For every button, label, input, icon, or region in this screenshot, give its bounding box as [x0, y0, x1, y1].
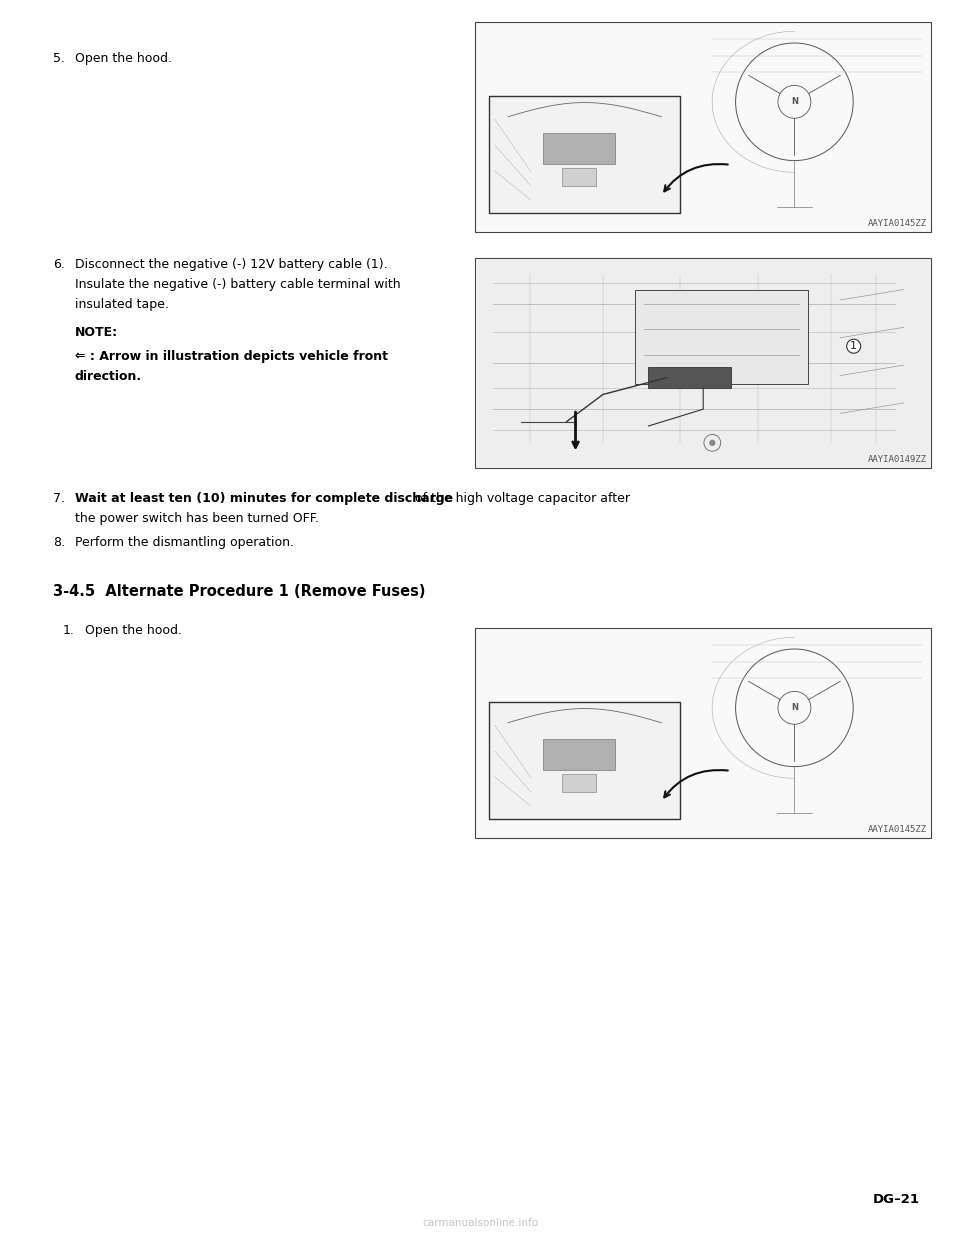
Text: direction.: direction. — [75, 370, 142, 383]
Bar — [475, 22, 931, 232]
Bar — [562, 169, 596, 186]
Text: Wait at least ten (10) minutes for complete discharge: Wait at least ten (10) minutes for compl… — [75, 492, 453, 505]
Text: Open the hood.: Open the hood. — [75, 52, 172, 65]
Bar — [489, 96, 681, 214]
Text: AAYIA0145ZZ: AAYIA0145ZZ — [868, 825, 927, 833]
Text: NOTE:: NOTE: — [75, 325, 118, 339]
Text: AAYIA0149ZZ: AAYIA0149ZZ — [868, 455, 927, 465]
Circle shape — [709, 440, 715, 446]
Text: 8.: 8. — [53, 537, 64, 549]
Text: 5.: 5. — [53, 52, 64, 65]
Bar — [489, 702, 681, 820]
Text: Open the hood.: Open the hood. — [84, 623, 181, 637]
Text: AAYIA0145ZZ: AAYIA0145ZZ — [868, 219, 927, 229]
Text: DG–21: DG–21 — [873, 1194, 920, 1206]
Text: 1.: 1. — [62, 623, 75, 637]
Text: Disconnect the negative (-) 12V battery cable (1).: Disconnect the negative (-) 12V battery … — [75, 258, 388, 271]
Text: 1: 1 — [851, 342, 857, 351]
Text: ⇐ : Arrow in illustration depicts vehicle front: ⇐ : Arrow in illustration depicts vehicl… — [75, 350, 388, 363]
Bar — [562, 775, 596, 792]
Text: carmanualsonline.info: carmanualsonline.info — [422, 1218, 538, 1228]
Bar — [542, 739, 615, 770]
Bar — [542, 133, 615, 164]
Text: Perform the dismantling operation.: Perform the dismantling operation. — [75, 537, 294, 549]
Text: 7.: 7. — [53, 492, 64, 505]
Text: N: N — [791, 97, 798, 107]
Text: N: N — [791, 703, 798, 713]
Bar — [475, 258, 931, 468]
Bar — [475, 628, 931, 838]
Bar — [649, 368, 731, 389]
Text: of the high voltage capacitor after: of the high voltage capacitor after — [411, 492, 630, 505]
Bar — [635, 289, 808, 384]
Text: Insulate the negative (-) battery cable terminal with: Insulate the negative (-) battery cable … — [75, 278, 400, 291]
Text: the power switch has been turned OFF.: the power switch has been turned OFF. — [75, 512, 319, 525]
Text: 3-4.5  Alternate Procedure 1 (Remove Fuses): 3-4.5 Alternate Procedure 1 (Remove Fuse… — [53, 584, 425, 599]
Text: insulated tape.: insulated tape. — [75, 298, 169, 310]
Bar — [476, 260, 930, 467]
Text: 6.: 6. — [53, 258, 64, 271]
